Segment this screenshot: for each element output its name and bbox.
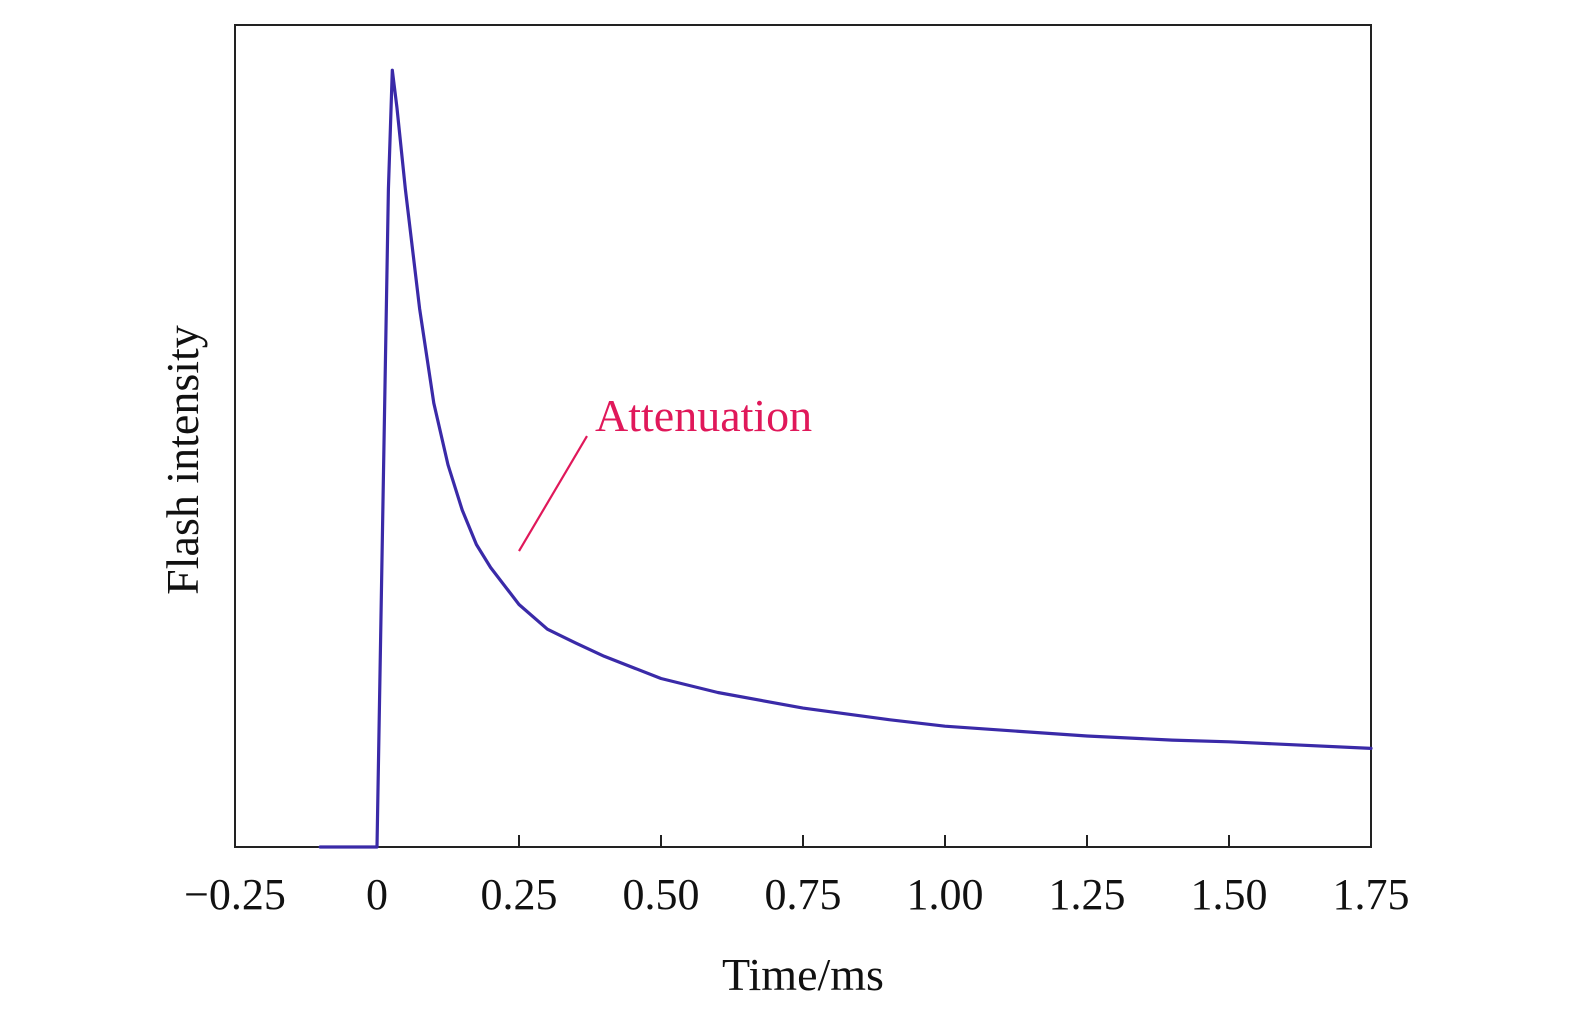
x-tick-label: 0.50 <box>623 870 700 919</box>
x-tick-label: −0.25 <box>184 870 286 919</box>
x-tick-label: 1.75 <box>1333 870 1410 919</box>
annotation-label: Attenuation <box>595 390 812 441</box>
x-tick-label: 1.25 <box>1049 870 1126 919</box>
series-line <box>318 68 1373 849</box>
x-tick-label: 0 <box>366 870 388 919</box>
annotation-leader-line <box>518 435 588 552</box>
x-tick-label: 1.50 <box>1191 870 1268 919</box>
x-ticks <box>234 835 1372 847</box>
x-tick-label: 0.25 <box>481 870 558 919</box>
x-tick-label: 1.00 <box>907 870 984 919</box>
x-axis-title: Time/ms <box>722 949 884 1000</box>
y-axis-title: Flash intensity <box>157 325 208 595</box>
x-tick-label: 0.75 <box>765 870 842 919</box>
x-tick-labels: −0.25 0 0.25 0.50 0.75 1.00 1.25 1.50 1.75 <box>184 870 1409 919</box>
